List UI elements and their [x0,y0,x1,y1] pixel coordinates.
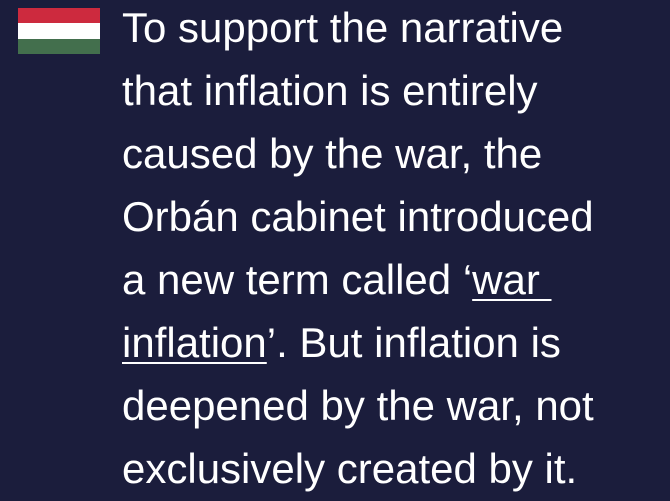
text-segment: To support the narrative [122,4,564,51]
text-segment: that inflation is entirely [122,67,538,114]
text-segment: ’. But inflation is [266,319,561,366]
text-line: exclusively created by it. [122,437,594,500]
paragraph: To support the narrative that inflation i… [122,0,594,500]
text-segment: exclusively created by it. [122,445,578,492]
text-segment: Orbán cabinet introduced [122,193,594,240]
link[interactable]: war [472,256,552,303]
text-line: Orbán cabinet introduced [122,185,594,248]
text-segment: caused by the war, the [122,130,543,177]
text-line: deepened by the war, not [122,374,594,437]
text-line: inflation’. But inflation is [122,311,594,374]
text-line: caused by the war, the [122,122,594,185]
text-line: that inflation is entirely [122,59,594,122]
text-segment: deepened by the war, not [122,382,594,429]
text-line: To support the narrative [122,0,594,59]
link[interactable]: inflation [122,319,267,366]
text-segment: a new term called ‘ [122,256,473,303]
hungary-flag-icon [18,8,100,54]
text-line: a new term called ‘war [122,248,594,311]
